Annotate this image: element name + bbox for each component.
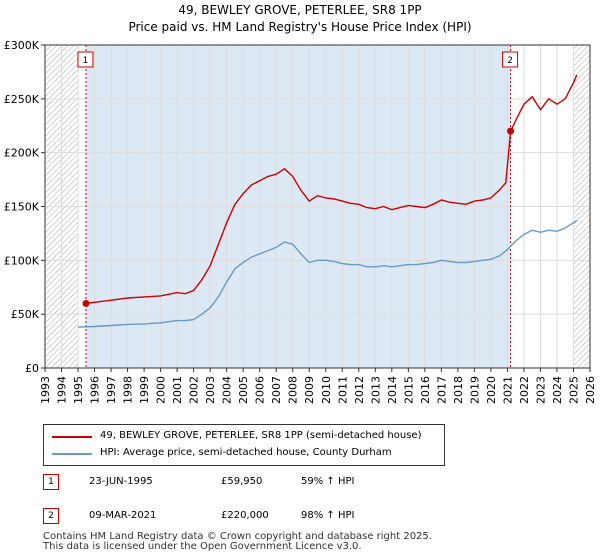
sale-badge: 1: [43, 474, 59, 490]
x-tick-label: 1993: [39, 376, 52, 404]
x-tick-label: 2022: [518, 376, 531, 404]
x-tick-label: 1999: [138, 376, 151, 404]
x-tick-label: 2012: [353, 376, 366, 404]
price-chart: 1 2 £0 £50K £100K £150K £200K £250K £300K 1993 199…: [4, 39, 597, 404]
legend-line-hpi: [52, 453, 92, 455]
sale-row: 2 09-MAR-2021 £220,000 98% ↑ HPI: [43, 508, 463, 526]
x-tick-label: 2018: [452, 376, 465, 404]
x-tick-label: 2025: [567, 376, 580, 404]
x-tick-label: 2006: [254, 376, 267, 404]
x-tick-label: 2003: [204, 376, 217, 404]
sale-row: 1 23-JUN-1995 £59,950 59% ↑ HPI: [43, 474, 463, 492]
sale-point: [507, 127, 515, 135]
x-tick-label: 2024: [551, 376, 564, 404]
x-tick-label: 2011: [336, 376, 349, 404]
y-tick-label: £150K: [4, 201, 40, 214]
footer-line-1: Contains HM Land Registry data © Crown c…: [43, 531, 432, 542]
x-tick-label: 2002: [188, 376, 201, 404]
x-tick-label: 2013: [369, 376, 382, 404]
sale-point: [82, 299, 90, 307]
legend-label-property: 49, BEWLEY GROVE, PETERLEE, SR8 1PP (sem…: [100, 430, 422, 441]
x-tick-label: 2008: [287, 376, 300, 404]
sale-date: 09-MAR-2021: [89, 510, 157, 521]
sale-label-box: [502, 51, 519, 68]
legend-label-hpi: HPI: Average price, semi-detached house,…: [100, 447, 392, 458]
y-tick-label: £50K: [11, 308, 40, 321]
chart-subtitle: Price paid vs. HM Land Registry's House …: [128, 20, 472, 34]
x-tick-label: 2009: [303, 376, 316, 404]
sale-price: £59,950: [221, 476, 263, 487]
x-tick-label: 2021: [501, 376, 514, 404]
x-tick-label: 2019: [468, 376, 481, 404]
legend: 49, BEWLEY GROVE, PETERLEE, SR8 1PP (sem…: [43, 424, 445, 466]
y-tick-label: £250K: [4, 93, 40, 106]
x-tick-label: 1995: [72, 376, 85, 404]
sale-label-box: [77, 51, 94, 68]
x-tick-label: 1997: [105, 376, 118, 404]
footer: Contains HM Land Registry data © Crown c…: [43, 532, 432, 552]
x-tick-label: 2001: [171, 376, 184, 404]
x-tick-label: 1996: [89, 376, 102, 404]
x-tick-label: 2000: [155, 376, 168, 404]
y-tick-label: £300K: [4, 39, 40, 52]
x-tick-label: 2004: [221, 376, 234, 404]
x-tick-label: 2014: [386, 376, 399, 404]
x-tick-label: 2015: [402, 376, 415, 404]
x-tick-label: 2020: [485, 376, 498, 404]
legend-line-property: [52, 436, 92, 438]
y-tick-label: £100K: [4, 254, 40, 267]
x-tick-label: 2016: [419, 376, 432, 404]
x-tick-label: 2023: [534, 376, 547, 404]
y-tick-label: £200K: [4, 147, 40, 160]
sale-badge: 2: [43, 508, 59, 524]
x-tick-label: 2017: [435, 376, 448, 404]
footer-line-2: This data is licensed under the Open Gov…: [43, 541, 362, 552]
series-line-hpi: [77, 219, 578, 328]
x-tick-label: 2007: [270, 376, 283, 404]
x-tick-label: 2005: [237, 376, 250, 404]
x-tick-label: 1994: [56, 376, 69, 404]
x-tick-label: 1998: [122, 376, 135, 404]
sale-date: 23-JUN-1995: [89, 476, 153, 487]
sale-hpi-change: 59% ↑ HPI: [301, 476, 355, 487]
sale-label-text: 2: [507, 56, 513, 66]
sale-hpi-change: 98% ↑ HPI: [301, 510, 355, 521]
sale-label-text: 1: [83, 56, 89, 66]
x-tick-label: 2026: [584, 376, 597, 404]
x-tick-label: 2010: [320, 376, 333, 404]
series-line-property: [85, 74, 578, 305]
sale-price: £220,000: [221, 510, 269, 521]
chart-title-address: 49, BEWLEY GROVE, PETERLEE, SR8 1PP: [178, 3, 422, 17]
y-tick-label: £0: [25, 362, 39, 375]
